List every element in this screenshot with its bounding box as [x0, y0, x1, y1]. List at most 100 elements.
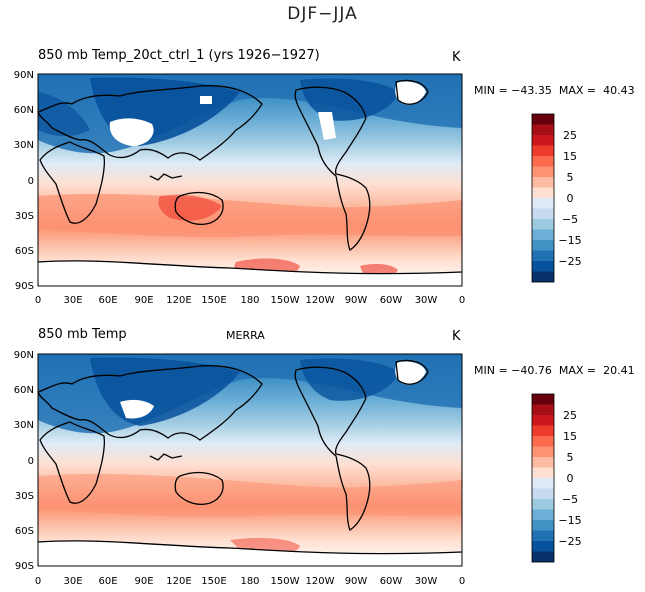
panel-1-unit: K [452, 50, 461, 65]
colorbar-swatch [532, 478, 554, 489]
lon-label: 150W [271, 576, 300, 587]
map-1-frame [37, 73, 463, 287]
colorbar-swatch [532, 271, 554, 283]
colorbar-label: 25 [563, 129, 577, 142]
lat-label: 0 [28, 456, 34, 467]
colorbar-label: 0 [567, 192, 574, 205]
colorbar-swatch [532, 541, 554, 552]
map-2-coastlines [38, 359, 462, 555]
lon-label: 0 [459, 295, 465, 306]
colorbar-swatch [532, 530, 554, 542]
colorbar-label: 5 [567, 171, 574, 184]
colorbar-swatch [532, 177, 554, 188]
colorbar-label: 15 [563, 430, 577, 443]
lat-label: 30S [15, 211, 34, 222]
map-panel-1 [38, 74, 462, 286]
lon-label: 150E [201, 295, 226, 306]
colorbar-label: −25 [558, 535, 581, 548]
lat-label: 90S [15, 561, 34, 572]
lon-label: 180 [240, 295, 259, 306]
colorbar-label: 0 [567, 472, 574, 485]
lat-label: 90S [15, 281, 34, 292]
colorbar-swatch [532, 250, 554, 262]
lat-label: 0 [28, 176, 34, 187]
colorbar-swatch [532, 166, 554, 178]
colorbar-label: 25 [563, 409, 577, 422]
colorbar-swatch [532, 394, 554, 405]
map-2-lon-axis: 0 30E 60E 90E 120E 150E 180 150W 120W 90… [35, 576, 465, 587]
colorbar-label: −5 [562, 213, 578, 226]
colorbar-swatch [532, 114, 554, 125]
lon-label: 90W [345, 576, 368, 587]
panel-2-stats: MIN = −40.76 MAX = 20.41 [474, 364, 635, 377]
lon-label: 60E [98, 576, 117, 587]
lat-label: 30N [14, 420, 34, 431]
colorbar-swatch [532, 509, 554, 521]
panel-2-unit: K [452, 329, 461, 344]
colorbar-swatch [532, 415, 554, 426]
panel-2-left-title: 850 mb Temp [38, 327, 127, 342]
colorbar-swatch [532, 467, 554, 479]
colorbar-swatch [532, 404, 554, 416]
lat-label: 60N [14, 385, 34, 396]
lon-label: 0 [35, 295, 41, 306]
colorbar-1: 25 15 5 0 −5 −15 −25 [531, 113, 582, 283]
colorbar-label: 5 [567, 451, 574, 464]
lon-label: 150E [201, 576, 226, 587]
colorbar-frame [531, 393, 555, 563]
colorbar-swatch [532, 145, 554, 157]
panel-2-center-title: MERRA [226, 329, 265, 342]
colorbar-swatch [532, 229, 554, 241]
lon-label: 0 [459, 576, 465, 587]
map-panel-2 [38, 354, 462, 566]
colorbar-swatch [532, 425, 554, 437]
lon-label: 30E [63, 295, 82, 306]
colorbar-swatch [532, 436, 554, 447]
panel-1-left-title: 850 mb Temp_20ct_ctrl_1 (yrs 1926−1927) [38, 48, 320, 63]
colorbar-swatch [532, 124, 554, 136]
colorbar-label: −15 [558, 514, 581, 527]
colorbar-swatch [532, 208, 554, 220]
lat-label: 30S [15, 491, 34, 502]
lon-label: 90E [134, 295, 153, 306]
map-2-lat-axis: 90N 60N 30N 0 30S 60S 90S [14, 350, 34, 572]
lon-label: 120W [306, 295, 335, 306]
colorbar-2: 25 15 5 0 −5 −15 −25 [531, 393, 582, 563]
lon-label: 30W [415, 295, 438, 306]
lon-label: 90E [134, 576, 153, 587]
lon-label: 60W [380, 576, 403, 587]
lon-label: 120W [306, 576, 335, 587]
colorbar-swatch [532, 198, 554, 209]
colorbar-swatch [532, 156, 554, 167]
colorbar-swatch [532, 446, 554, 458]
colorbar-swatch [532, 187, 554, 199]
colorbar-label: −15 [558, 234, 581, 247]
lon-label: 150W [271, 295, 300, 306]
colorbar-swatch [532, 551, 554, 563]
lon-label: 60E [98, 295, 117, 306]
map-1-lat-axis: 90N 60N 30N 0 30S 60S 90S [14, 70, 34, 292]
colorbar-swatch [532, 499, 554, 510]
map-2-frame [37, 353, 463, 567]
colorbar-swatch [532, 219, 554, 230]
lon-label: 30E [63, 576, 82, 587]
map-1-lon-axis: 0 30E 60E 90E 120E 150E 180 150W 120W 90… [35, 295, 465, 306]
lat-label: 90N [14, 70, 34, 81]
colorbar-label: −5 [562, 493, 578, 506]
map-1-coastlines [38, 79, 462, 275]
colorbar-label: 15 [563, 150, 577, 163]
colorbar-swatch [532, 261, 554, 272]
colorbar-frame [531, 113, 555, 283]
colorbar-label: −25 [558, 255, 581, 268]
colorbar-swatch [532, 488, 554, 500]
lon-label: 60W [380, 295, 403, 306]
lon-label: 120E [166, 576, 191, 587]
colorbar-swatch [532, 520, 554, 531]
figure-title: DJF−JJA [287, 4, 358, 24]
colorbar-swatch [532, 135, 554, 146]
lon-label: 0 [35, 576, 41, 587]
lat-label: 90N [14, 350, 34, 361]
colorbar-swatch [532, 240, 554, 251]
lat-label: 60S [15, 246, 34, 257]
